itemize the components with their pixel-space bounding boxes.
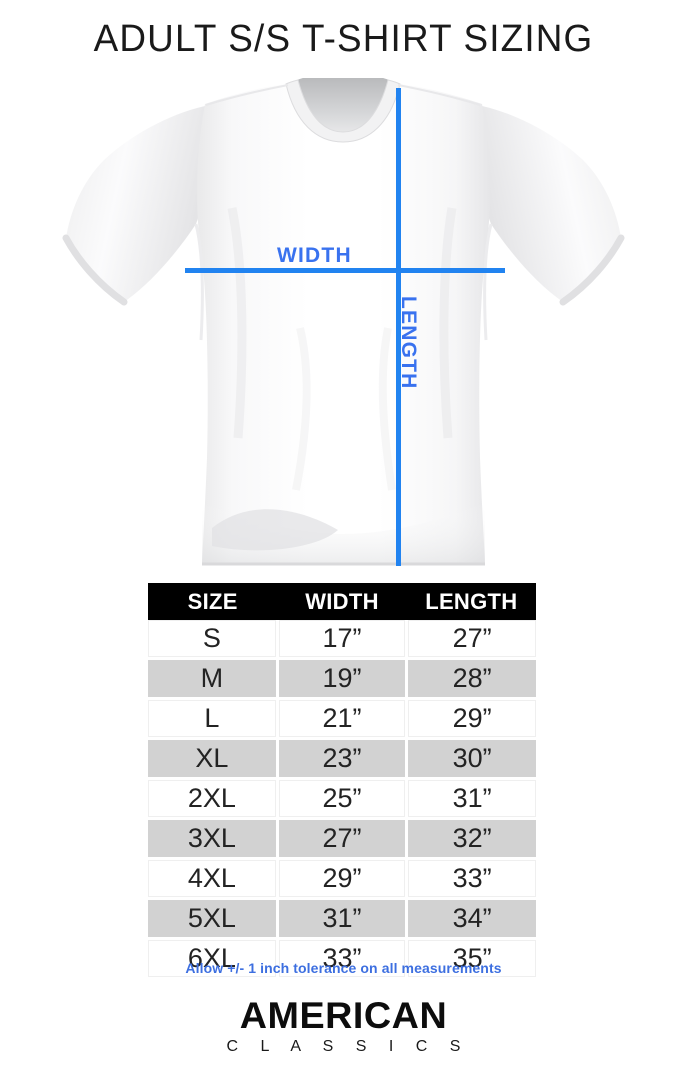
shirt-body [196, 84, 491, 564]
table-row: 2XL 25” 31” [148, 778, 536, 820]
cell-size: XL [148, 738, 279, 780]
cell-size: L [148, 698, 279, 740]
tshirt-graphic [62, 78, 625, 566]
cell-width: 27” [277, 818, 409, 860]
table-row: M 19” 28” [148, 658, 536, 700]
cell-length: 31” [406, 778, 536, 820]
sleeve-hem-left [62, 234, 128, 306]
table-row: 6XL 33” 35” [148, 938, 536, 980]
cell-width: 25” [277, 778, 409, 820]
size-chart-body: S 17” 27” M 19” 28” L 21” 29” XL 23” 30”… [148, 620, 536, 980]
cell-size: 3XL [148, 818, 279, 860]
size-chart-table: SIZE WIDTH LENGTH S 17” 27” M 19” 28” L … [148, 583, 536, 980]
cell-size: 6XL [148, 938, 279, 980]
armhole-seam-left [194, 223, 204, 341]
shoulder-seam-right [397, 84, 481, 106]
cell-width: 31” [277, 898, 409, 940]
tolerance-note: Allow +/- 1 inch tolerance on all measur… [185, 960, 502, 976]
cell-size: 2XL [148, 778, 279, 820]
column-header-length: LENGTH [406, 583, 536, 620]
cell-length: 28” [406, 658, 536, 700]
shirt-sleeve-right [479, 106, 621, 302]
column-header-size: SIZE [148, 583, 278, 620]
table-row: 5XL 31” 34” [148, 898, 536, 940]
tshirt-illustration [0, 78, 687, 578]
size-chart-header: SIZE WIDTH LENGTH [148, 583, 536, 620]
armhole-seam-right [483, 223, 493, 341]
cell-length: 32” [406, 818, 536, 860]
table-row: 4XL 29” 33” [148, 858, 536, 900]
table-header-row: SIZE WIDTH LENGTH [148, 583, 536, 620]
cell-size: M [148, 658, 279, 700]
cell-length: 35” [406, 938, 536, 980]
shirt-collar-rib [285, 79, 401, 143]
cell-size: 4XL [148, 858, 279, 900]
cell-length: 29” [406, 698, 536, 740]
fabric-folds [227, 207, 457, 491]
cell-length: 27” [406, 620, 536, 660]
shoulder-seam-left [205, 84, 289, 106]
shirt-sleeve-left [66, 106, 208, 302]
cell-width: 33” [277, 938, 409, 980]
cell-size: S [148, 620, 279, 660]
cell-width: 17” [277, 620, 409, 660]
cell-width: 21” [277, 698, 409, 740]
table-row: L 21” 29” [148, 698, 536, 740]
shirt-fold-lower-left [212, 509, 338, 551]
cell-width: 29” [277, 858, 409, 900]
sleeve-hem-right [559, 234, 625, 306]
table-row: S 17” 27” [148, 620, 536, 660]
cell-length: 33” [406, 858, 536, 900]
page-title: ADULT S/S T-SHIRT SIZING [93, 18, 594, 60]
brand-logo: AMERICAN C L A S S I C S [0, 996, 687, 1058]
cell-size: 5XL [148, 898, 279, 940]
cell-width: 23” [277, 738, 409, 780]
cell-width: 19” [277, 658, 409, 700]
cell-length: 34” [406, 898, 536, 940]
table-row: 3XL 27” 32” [148, 818, 536, 860]
cell-length: 30” [406, 738, 536, 780]
brand-name-secondary: C L A S S I C S [226, 1038, 470, 1055]
brand-name-primary: AMERICAN [239, 995, 448, 1036]
table-row: XL 23” 30” [148, 738, 536, 780]
column-header-width: WIDTH [277, 583, 407, 620]
